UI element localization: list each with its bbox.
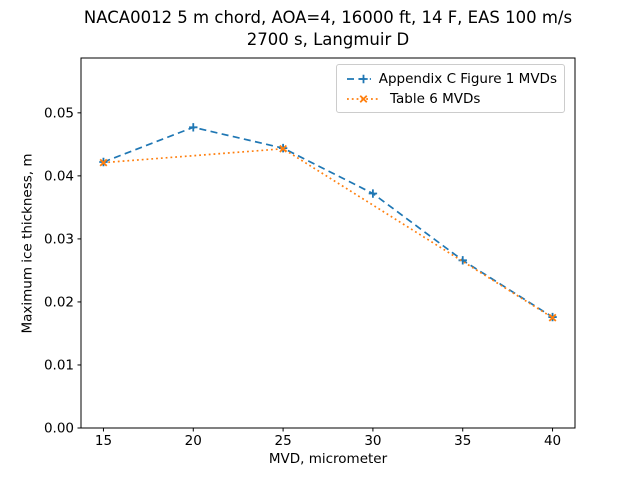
x-axis-label: MVD, micrometer (268, 451, 388, 467)
x-tick-label: 15 (95, 433, 112, 449)
data-point-marker (368, 189, 378, 198)
legend-entry: Appendix C Figure 1 MVDs (345, 69, 557, 88)
legend-label: Appendix C Figure 1 MVDs (378, 70, 557, 87)
plot-border (80, 57, 576, 429)
legend-sample-marker (359, 94, 368, 103)
data-point-marker (548, 313, 557, 322)
y-tick-label: 0.01 (44, 357, 74, 373)
legend-line-sample (347, 74, 371, 83)
data-point-marker (99, 158, 108, 167)
x-tick-label: 20 (185, 433, 202, 449)
x-tick-label: 40 (544, 433, 561, 449)
series-line (103, 147, 553, 319)
x-tick-label: 25 (274, 433, 291, 449)
legend: Appendix C Figure 1 MVDs Table 6 MVDs (336, 64, 565, 113)
data-point-marker (279, 144, 288, 153)
legend-line-sample (347, 94, 380, 103)
legend-label: Table 6 MVDs (390, 90, 481, 107)
legend-sample-marker (359, 74, 368, 83)
chart-subtitle: 2700 s, Langmuir D (246, 30, 410, 49)
series-1 (99, 144, 557, 322)
x-tick-label: 35 (454, 433, 471, 449)
y-tick-label: 0.05 (44, 105, 74, 121)
series-0 (99, 123, 557, 322)
data-point-marker (189, 123, 198, 132)
y-tick-label: 0.04 (44, 168, 74, 184)
legend-entry: Table 6 MVDs (345, 89, 557, 108)
series-line (103, 126, 553, 318)
y-tick-label: 0.00 (44, 421, 74, 437)
x-tick-label: 30 (364, 433, 381, 449)
y-tick-label: 0.03 (44, 231, 74, 247)
y-tick-label: 0.02 (44, 294, 74, 310)
chart-title: NACA0012 5 m chord, AOA=4, 16000 ft, 14 … (83, 8, 573, 27)
